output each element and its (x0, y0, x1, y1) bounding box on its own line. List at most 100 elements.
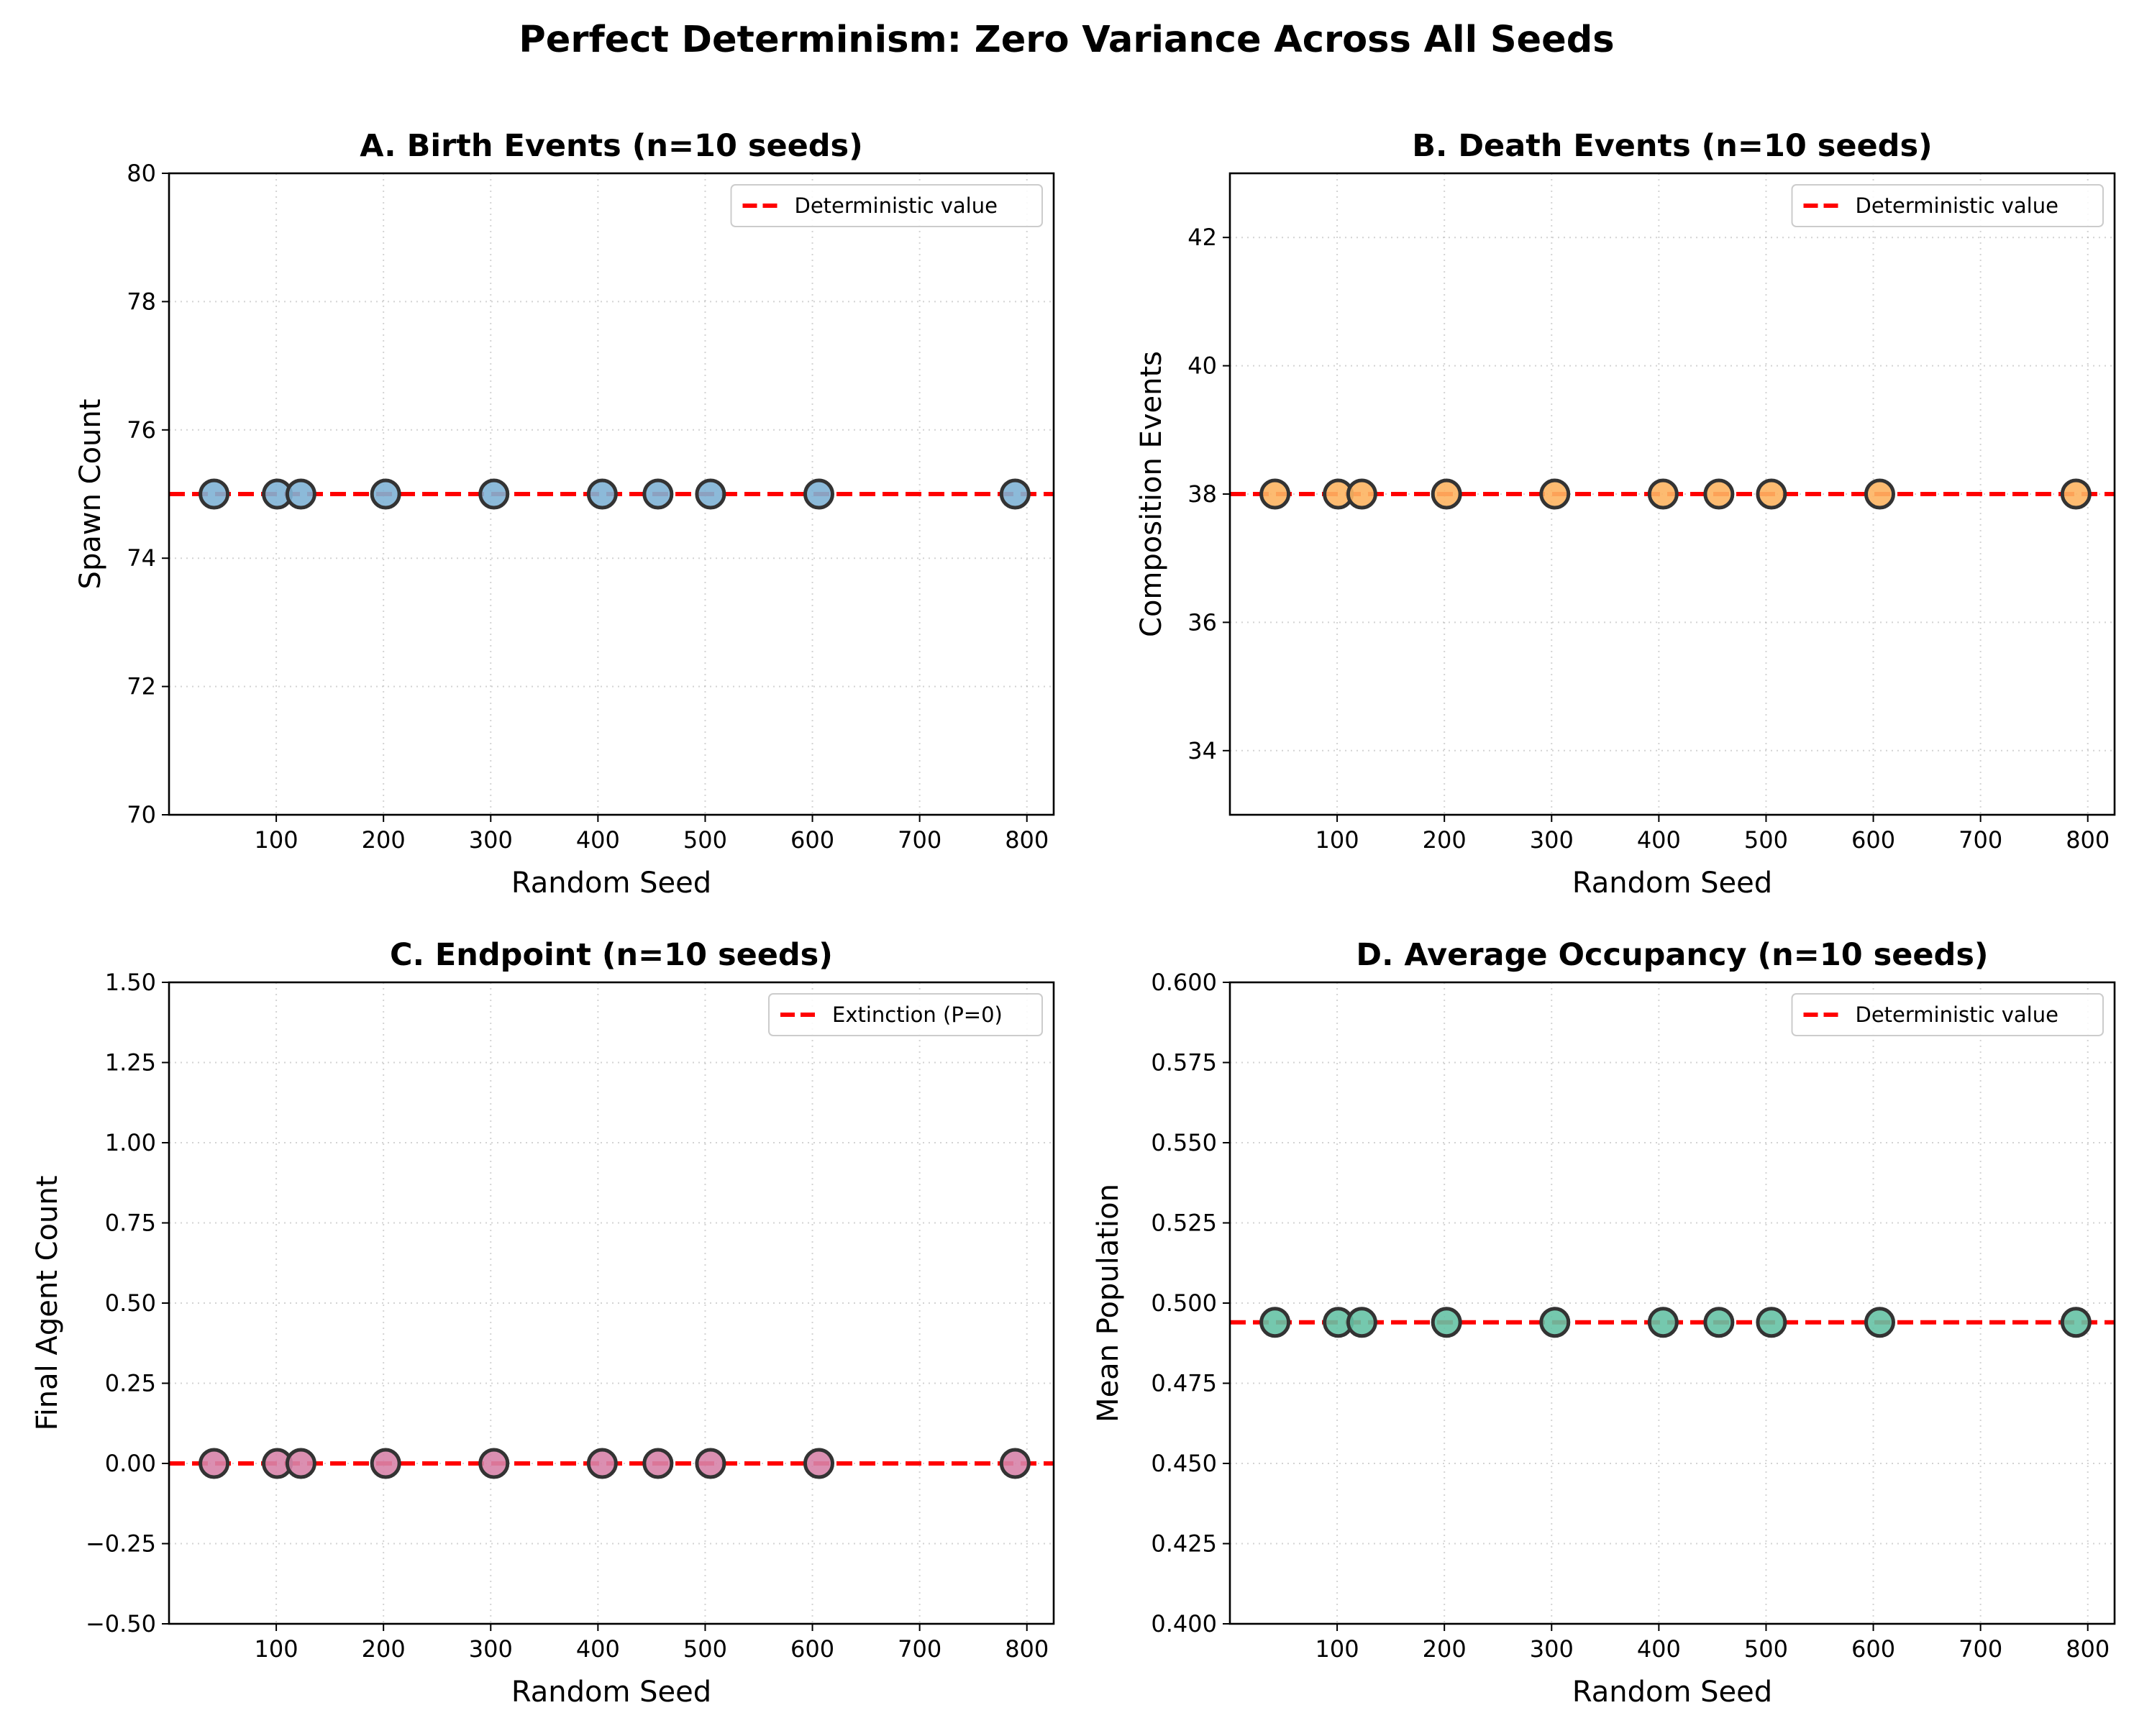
panel-d-xtick-label: 500 (1744, 1635, 1788, 1663)
panel-d-xtick-label: 700 (1959, 1635, 2002, 1663)
panel-a-ytick-label: 72 (127, 673, 156, 700)
panel-a-xtick-label: 100 (255, 826, 298, 854)
panel-a-axes-frame (168, 172, 1055, 816)
panel-b-ytick-label: 42 (1187, 224, 1217, 251)
panel-c-xtick-label: 300 (469, 1635, 513, 1663)
panel-a-xtick-label: 600 (790, 826, 834, 854)
panel-a-data-point (999, 478, 1031, 510)
panel-a-xtick-label: 300 (469, 826, 513, 854)
panel-d-xlabel: Random Seed (1572, 1676, 1772, 1709)
panel-a-legend-box (730, 184, 1043, 227)
panel-d-ytick-label: 0.525 (1151, 1210, 1217, 1237)
panel-a-data-point (199, 478, 230, 510)
panel-a-ylabel: Spawn Count (74, 399, 107, 590)
panel-b-ytick-label: 40 (1187, 352, 1217, 380)
panel-b: 100 200 300 400 500 600 700 800 34 36 38 40 42 B. Dea… (1135, 128, 2116, 900)
panel-b-ytick-label: 38 (1187, 480, 1217, 508)
panel-d-data-point (1647, 1307, 1679, 1338)
panel-b-data-point (1647, 478, 1679, 510)
panel-b-data-point (1539, 478, 1571, 510)
panel-c-ylabel: Final Agent Count (31, 1176, 64, 1431)
panel-c-data-point (586, 1448, 618, 1479)
panel-c-legend-box (768, 993, 1043, 1036)
panel-c-ytick-label: 0.50 (105, 1289, 156, 1317)
panel-a-data-point (370, 478, 401, 510)
panel-d-data-point (1259, 1307, 1291, 1338)
panel-d-xtick-label: 400 (1637, 1635, 1681, 1663)
panel-a-xtick-label: 500 (683, 826, 727, 854)
panel-c-legend: Extinction (P=0) (768, 993, 1043, 1036)
panel-d-xtick-label: 200 (1423, 1635, 1467, 1663)
panel-a-xtick-label: 400 (576, 826, 620, 854)
panel-a-ytick-label: 74 (127, 544, 156, 572)
panel-b-xtick-label: 800 (2066, 826, 2110, 854)
panel-d-legend-box (1791, 993, 2104, 1036)
panel-a: 100 200 300 400 500 600 700 800 70 72 74 76 78 80 A. B… (74, 128, 1055, 900)
panel-a-xlabel: Random Seed (511, 867, 711, 900)
panel-b-data-point (2060, 478, 2092, 510)
panel-a-xtick-label: 800 (1005, 826, 1049, 854)
panel-b-xtick-label: 700 (1959, 826, 2002, 854)
panel-d-data-point (2060, 1307, 2092, 1338)
panel-c-xtick-label: 700 (898, 1635, 941, 1663)
panel-d-data-point (1539, 1307, 1571, 1338)
panel-c-xtick-label: 800 (1005, 1635, 1049, 1663)
panel-c-ytick-label: 0.25 (105, 1370, 156, 1397)
panel-b-xtick-label: 500 (1744, 826, 1788, 854)
panel-c-legend-label: Extinction (P=0) (832, 1002, 1003, 1027)
panel-d-ytick-label: 0.450 (1151, 1450, 1217, 1477)
panel-c-data-point (999, 1448, 1031, 1479)
panel-a-ytick-label: 70 (127, 801, 156, 828)
panel-b-ylabel: Composition Events (1135, 351, 1168, 637)
panel-c: 100 200 300 400 500 600 700 800 −0.50 −0.25 0.00 0.… (31, 937, 1055, 1709)
panel-d-data-point (1431, 1307, 1462, 1338)
panel-b-xtick-label: 100 (1315, 826, 1359, 854)
panel-b-xtick-label: 600 (1851, 826, 1895, 854)
panel-b-data-point (1431, 478, 1462, 510)
panel-c-ytick-label: 0.00 (105, 1450, 156, 1477)
panel-b-xtick-label: 300 (1530, 826, 1574, 854)
panel-a-data-point (642, 478, 674, 510)
panel-b-legend: Deterministic value (1791, 184, 2104, 227)
panel-b-data-point (1864, 478, 1895, 510)
panel-a-data-point (695, 478, 726, 510)
panels-container: 100 200 300 400 500 600 700 800 70 72 74 76 78 80 A. B… (31, 128, 2116, 1709)
panel-d-ytick-label: 0.400 (1151, 1610, 1217, 1637)
panel-a-ytick-label: 78 (127, 288, 156, 315)
panel-b-legend-label: Deterministic value (1856, 193, 2058, 218)
panel-d-ylabel: Mean Population (1092, 1184, 1125, 1422)
panel-b-data-point (1703, 478, 1735, 510)
panel-d-legend-label: Deterministic value (1856, 1002, 2058, 1027)
panel-a-title: A. Birth Events (n=10 seeds) (360, 128, 863, 164)
panel-a-legend-label: Deterministic value (795, 193, 998, 218)
panel-b-ytick-label: 34 (1187, 737, 1217, 764)
panel-c-xtick-label: 600 (790, 1635, 834, 1663)
panel-a-xtick-label: 200 (362, 826, 406, 854)
panel-a-data-point (586, 478, 618, 510)
panel-b-data-point (1259, 478, 1291, 510)
panel-c-ytick-label: 1.00 (105, 1129, 156, 1156)
panel-b-data-point (1346, 478, 1377, 510)
panel-c-data-point (642, 1448, 674, 1479)
panel-d-data-point (1703, 1307, 1735, 1338)
panel-d-ytick-label: 0.600 (1151, 969, 1217, 996)
panel-b-ytick-label: 36 (1187, 608, 1217, 636)
panel-c-data-point (199, 1448, 230, 1479)
panel-a-data-point (803, 478, 834, 510)
panel-c-xtick-label: 200 (362, 1635, 406, 1663)
panel-c-data-point (803, 1448, 834, 1479)
panel-d: 100 200 300 400 500 600 700 800 0.400 0.425 0.450 0… (1092, 937, 2116, 1709)
panel-a-data-point (285, 478, 316, 510)
panel-c-data-point (478, 1448, 510, 1479)
panel-c-ytick-label: 1.25 (105, 1049, 156, 1077)
figure-title: Perfect Determinism: Zero Variance Acros… (519, 19, 1614, 61)
panel-d-xtick-label: 100 (1315, 1635, 1359, 1663)
panel-c-ytick-label: −0.25 (86, 1530, 156, 1558)
panel-a-data-point (478, 478, 510, 510)
panel-d-legend: Deterministic value (1791, 993, 2104, 1036)
panel-d-ytick-label: 0.500 (1151, 1289, 1217, 1317)
panel-b-legend-box (1791, 184, 2104, 227)
panel-c-xlabel: Random Seed (511, 1676, 711, 1709)
panel-d-xtick-label: 800 (2066, 1635, 2110, 1663)
